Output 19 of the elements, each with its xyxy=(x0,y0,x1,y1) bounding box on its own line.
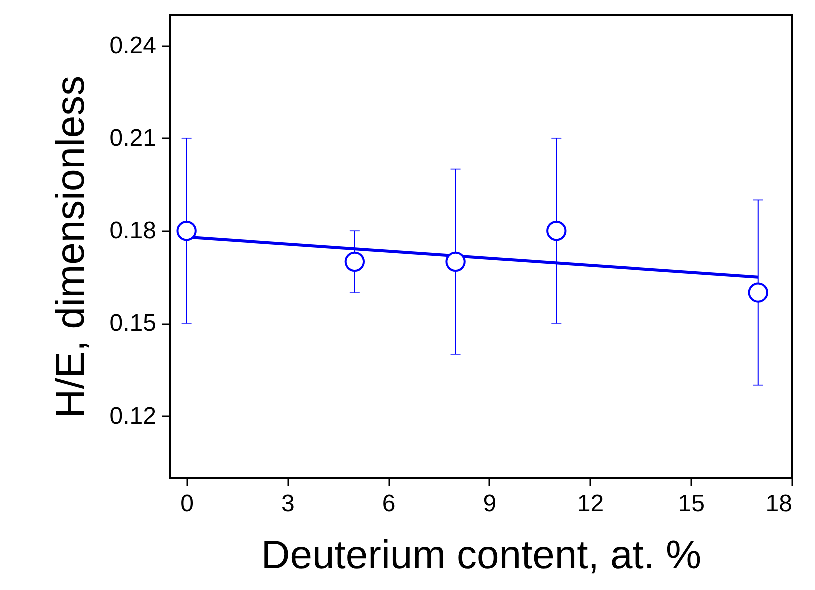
x-tick-label: 6 xyxy=(382,490,396,518)
y-tick-label: 0.12 xyxy=(110,402,156,430)
point xyxy=(748,282,768,303)
x-tick-label: 3 xyxy=(281,490,295,518)
y-tick-label: 0.21 xyxy=(110,124,156,152)
x-tick-label: 15 xyxy=(678,490,705,518)
point xyxy=(546,221,567,242)
y-tick-label: 0.15 xyxy=(110,310,156,338)
x-tick-label: 18 xyxy=(766,490,792,518)
point xyxy=(344,252,365,272)
x-axis-title: Deuterium content, at. % xyxy=(261,534,702,578)
x-tick-label: 0 xyxy=(180,490,194,518)
y-tick-label: 0.18 xyxy=(110,218,156,245)
y-tick-label: 0.24 xyxy=(110,32,156,60)
point xyxy=(176,221,197,242)
x-tick-label: 12 xyxy=(577,490,604,518)
y-axis-title: H/E, dimensionless xyxy=(48,76,93,418)
x-tick-label: 9 xyxy=(483,490,497,518)
point xyxy=(446,252,466,272)
